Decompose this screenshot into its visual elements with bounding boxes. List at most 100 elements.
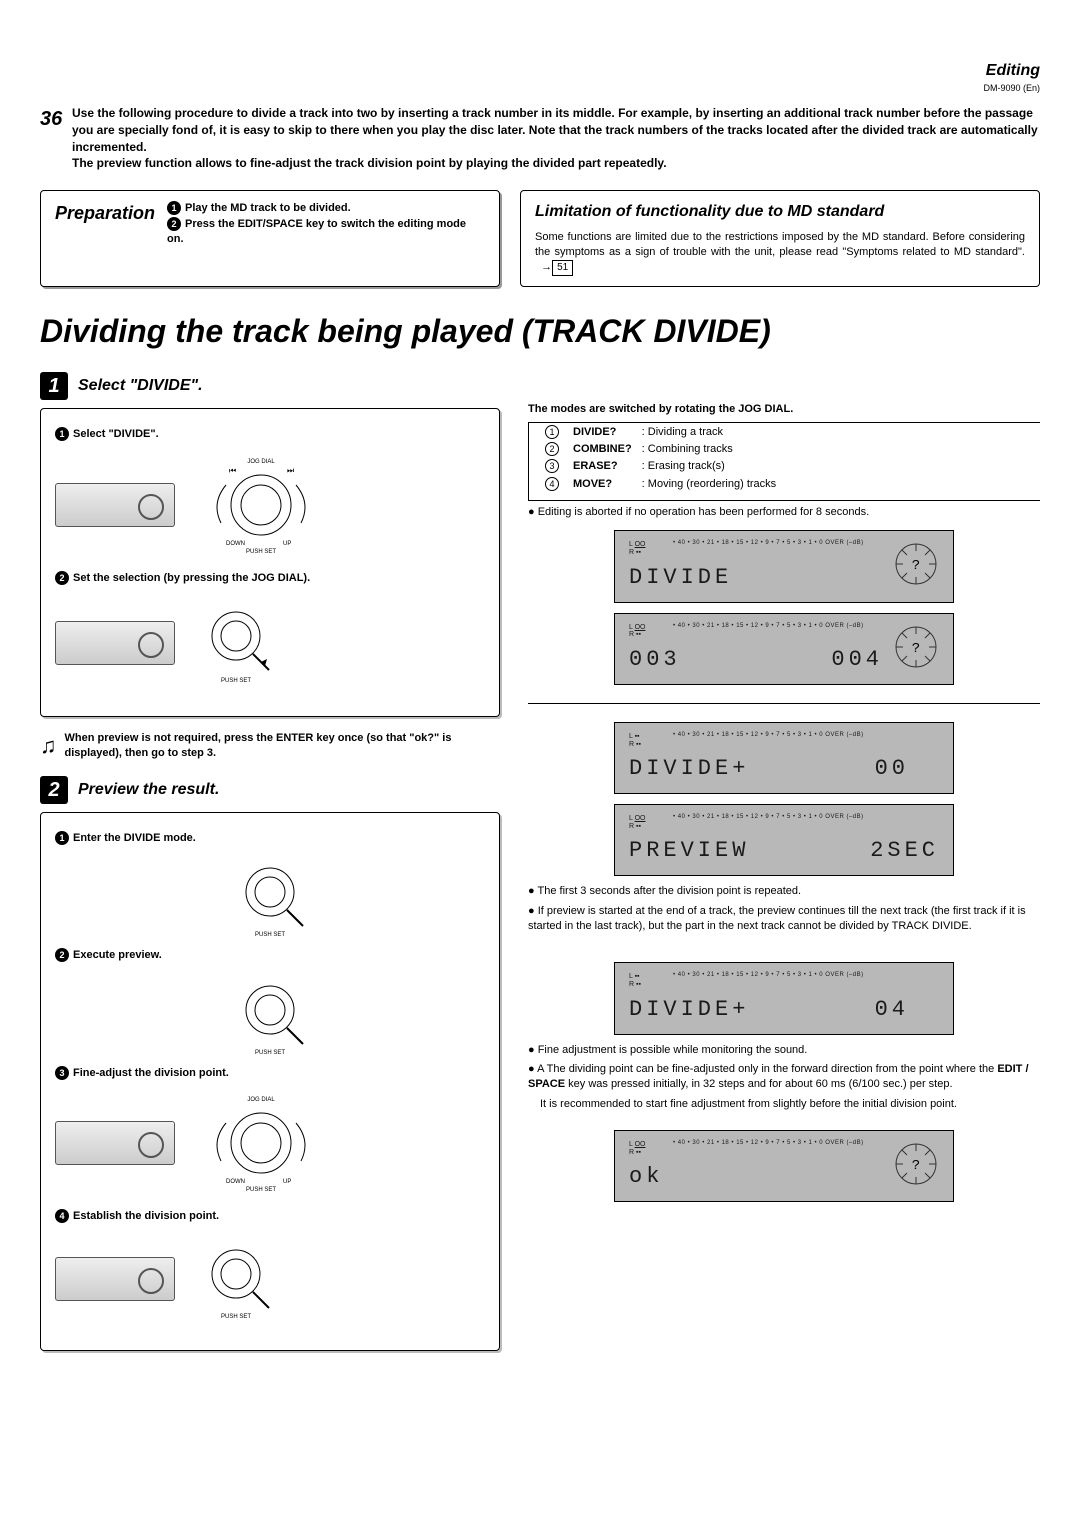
device-illustration <box>55 1257 175 1301</box>
top-boxes: Preparation 1Play the MD track to be div… <box>40 190 1040 287</box>
preparation-title: Preparation <box>55 201 155 276</box>
svg-text:?: ? <box>912 641 920 657</box>
limitation-body: Some functions are limited due to the re… <box>535 231 1025 258</box>
step1-box: 1 Select "DIVIDE". JOG DIAL ⏮⏭ DOWN UP PU… <box>40 408 500 717</box>
svg-text:?: ? <box>912 558 920 574</box>
mode-name: MOVE? <box>573 478 612 490</box>
step2-sub4: Establish the division point. <box>73 1210 219 1222</box>
separator <box>528 703 1040 704</box>
limitation-text: Some functions are limited due to the re… <box>535 230 1025 277</box>
device-illustration <box>55 483 175 527</box>
step2-sub1: Enter the DIVIDE mode. <box>73 832 196 844</box>
device-illustration <box>55 1121 175 1165</box>
lcd-text-003: 003 <box>629 645 681 676</box>
lcd-text-ok: ok <box>629 1162 663 1193</box>
sub-1-icon: 1 <box>55 427 69 441</box>
step2-header: 2 Preview the result. <box>40 776 500 804</box>
limitation-title: Limitation of functionality due to MD st… <box>535 201 1025 223</box>
jog-dial-diagram: JOG DIAL ⏮⏭ DOWN UP PUSH SET <box>191 453 331 553</box>
section-label: Editing <box>40 60 1040 82</box>
mode-bracket: 1 DIVIDE? : Dividing a track 2COMBINE?: Co… <box>528 422 1040 502</box>
svg-text:UP: UP <box>283 541 291 547</box>
num-2-icon: 2 <box>167 217 181 231</box>
lcd-meter: • 40 • 30 • 21 • 18 • 15 • 12 • 9 • 7 • … <box>673 813 864 821</box>
lcd-text-divide: DIVIDE <box>629 563 732 594</box>
preparation-box: Preparation 1Play the MD track to be div… <box>40 190 500 287</box>
step2-sub2: Execute preview. <box>73 949 162 961</box>
lcd-display: L OOR ▪▪ • 40 • 30 • 21 • 18 • 15 • 12 •… <box>614 530 954 602</box>
disc-icon: ? <box>893 624 939 670</box>
sub-3-icon: 3 <box>55 1066 69 1080</box>
abort-note: Editing is aborted if no operation has b… <box>528 505 1040 520</box>
lcd-meter: • 40 • 30 • 21 • 18 • 15 • 12 • 9 • 7 • … <box>673 539 864 547</box>
mode-num-icon: 1 <box>545 425 559 439</box>
svg-text:DOWN: DOWN <box>226 1179 245 1185</box>
svg-text:PUSH SET: PUSH SET <box>221 1314 251 1320</box>
right-column: The modes are switched by rotating the J… <box>528 372 1040 1365</box>
mode-num-icon: 4 <box>545 477 559 491</box>
mode-row: 4MOVE?: Moving (reordering) tracks <box>545 477 784 492</box>
lcd-display: L OOR ▪▪ • 40 • 30 • 21 • 18 • 15 • 12 •… <box>614 613 954 685</box>
main-title: Dividing the track being played (TRACK D… <box>40 309 1040 354</box>
left-column: 1 Select "DIVIDE". 1 Select "DIVIDE". JOG… <box>40 372 500 1365</box>
prep-step1: Play the MD track to be divided. <box>185 202 351 214</box>
disc-icon: ? <box>893 1141 939 1187</box>
svg-text:DOWN: DOWN <box>226 541 245 547</box>
svg-text:UP: UP <box>283 1179 291 1185</box>
mode-name: ERASE? <box>573 460 618 472</box>
step1-title: Select "DIVIDE". <box>78 375 203 397</box>
svg-text:PUSH SET: PUSH SET <box>255 932 285 938</box>
main-columns: 1 Select "DIVIDE". 1 Select "DIVIDE". JOG… <box>40 372 1040 1365</box>
lcd-display: L OOR ▪▪ • 40 • 30 • 21 • 18 • 15 • 12 •… <box>614 804 954 876</box>
lcd-display: L OOR ▪▪ • 40 • 30 • 21 • 18 • 15 • 12 •… <box>614 1130 954 1202</box>
model-label: DM-9090 (En) <box>40 82 1040 95</box>
prep-step2: Press the EDIT/SPACE key to switch the e… <box>167 218 466 245</box>
preview-note-1: The first 3 seconds after the division p… <box>528 884 1040 899</box>
device-illustration <box>55 621 175 665</box>
sub-2-icon: 2 <box>55 948 69 962</box>
jog-push-diagram: PUSH SET <box>55 970 485 1056</box>
sub-2-icon: 2 <box>55 571 69 585</box>
lcd-text-divideplus: DIVIDE+ <box>629 995 749 1026</box>
sub-4-icon: 4 <box>55 1209 69 1223</box>
svg-text:PUSH SET: PUSH SET <box>221 678 251 684</box>
lcd-meter: • 40 • 30 • 21 • 18 • 15 • 12 • 9 • 7 • … <box>673 971 864 979</box>
page-ref: 51 <box>552 260 573 276</box>
lcd-display: L ▪▪R ▪▪ • 40 • 30 • 21 • 18 • 15 • 12 •… <box>614 962 954 1034</box>
music-note-icon: ♫ <box>40 731 57 762</box>
svg-text:PUSH SET: PUSH SET <box>255 1050 285 1056</box>
svg-text:PUSH SET: PUSH SET <box>246 549 276 553</box>
jog-dial-diagram: JOG DIAL DOWN UP PUSH SET <box>191 1091 331 1191</box>
note-row: ♫ When preview is not required, press th… <box>40 731 500 762</box>
mode-num-icon: 3 <box>545 459 559 473</box>
svg-text:⏮: ⏮ <box>229 466 236 475</box>
fine-note-2b: key was pressed initially, in 32 steps a… <box>565 1078 952 1090</box>
limitation-box: Limitation of functionality due to MD st… <box>520 190 1040 287</box>
lcd-text-04: 04 <box>875 995 909 1026</box>
intro-text: Use the following procedure to divide a … <box>72 105 1040 172</box>
fine-note-3: It is recommended to start fine adjustme… <box>540 1097 1040 1112</box>
mode-row: 3ERASE?: Erasing track(s) <box>545 459 784 474</box>
note-text: When preview is not required, press the … <box>65 731 501 762</box>
mode-row: 2COMBINE?: Combining tracks <box>545 442 784 457</box>
mode-name: COMBINE? <box>573 443 632 455</box>
lcd-text-preview: PREVIEW <box>629 836 749 867</box>
page-header: Editing DM-9090 (En) <box>40 60 1040 95</box>
jog-push-diagram: PUSH SET <box>55 852 485 938</box>
lcd-text-2sec: 2SEC <box>870 836 939 867</box>
step1-sub1: Select "DIVIDE". <box>73 428 159 440</box>
mode-desc: : Dividing a track <box>642 425 785 440</box>
mode-name: DIVIDE? <box>573 426 616 438</box>
mode-list: 1 DIVIDE? : Dividing a track 2COMBINE?: Co… <box>543 423 786 495</box>
step2-box: 1Enter the DIVIDE mode. PUSH SET 2Execut… <box>40 812 500 1352</box>
svg-text:JOG DIAL: JOG DIAL <box>247 1097 275 1103</box>
svg-text:PUSH SET: PUSH SET <box>246 1187 276 1191</box>
lcd-meter: • 40 • 30 • 21 • 18 • 15 • 12 • 9 • 7 • … <box>673 622 864 630</box>
lcd-text-00: 00 <box>875 754 909 785</box>
preparation-steps: 1Play the MD track to be divided. 2Press… <box>167 201 485 276</box>
svg-text:JOG DIAL: JOG DIAL <box>247 459 275 465</box>
jog-push-diagram: PUSH SET <box>191 1234 281 1320</box>
fine-note-1: Fine adjustment is possible while monito… <box>528 1043 1040 1058</box>
lcd-text-004: 004 <box>831 645 883 676</box>
fine-note-2a: A The dividing point can be fine-adjuste… <box>537 1063 997 1075</box>
